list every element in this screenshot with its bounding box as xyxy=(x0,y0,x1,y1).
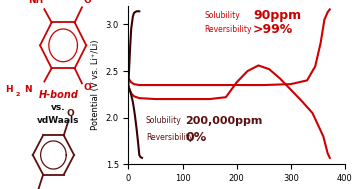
Text: Reversibility: Reversibility xyxy=(146,133,193,142)
Text: Solubility: Solubility xyxy=(146,116,182,125)
Text: H-bond: H-bond xyxy=(38,90,78,99)
Text: O: O xyxy=(83,83,91,92)
Y-axis label: Potential (V vs. Li⁺/Li): Potential (V vs. Li⁺/Li) xyxy=(91,40,100,130)
Text: H: H xyxy=(6,84,13,94)
Text: 2: 2 xyxy=(15,92,20,97)
Text: 90ppm: 90ppm xyxy=(253,9,301,22)
Text: vs.: vs. xyxy=(51,103,65,112)
Text: Solubility: Solubility xyxy=(204,11,240,19)
Text: O: O xyxy=(66,109,74,118)
Text: Reversibility: Reversibility xyxy=(204,26,252,34)
Text: 0%: 0% xyxy=(185,131,207,144)
Text: NH: NH xyxy=(28,0,43,5)
Text: 200,000ppm: 200,000ppm xyxy=(185,115,263,125)
Text: N: N xyxy=(24,84,31,94)
Text: O: O xyxy=(83,0,91,5)
Text: vdWaals: vdWaals xyxy=(37,116,80,125)
Text: >99%: >99% xyxy=(253,23,293,36)
